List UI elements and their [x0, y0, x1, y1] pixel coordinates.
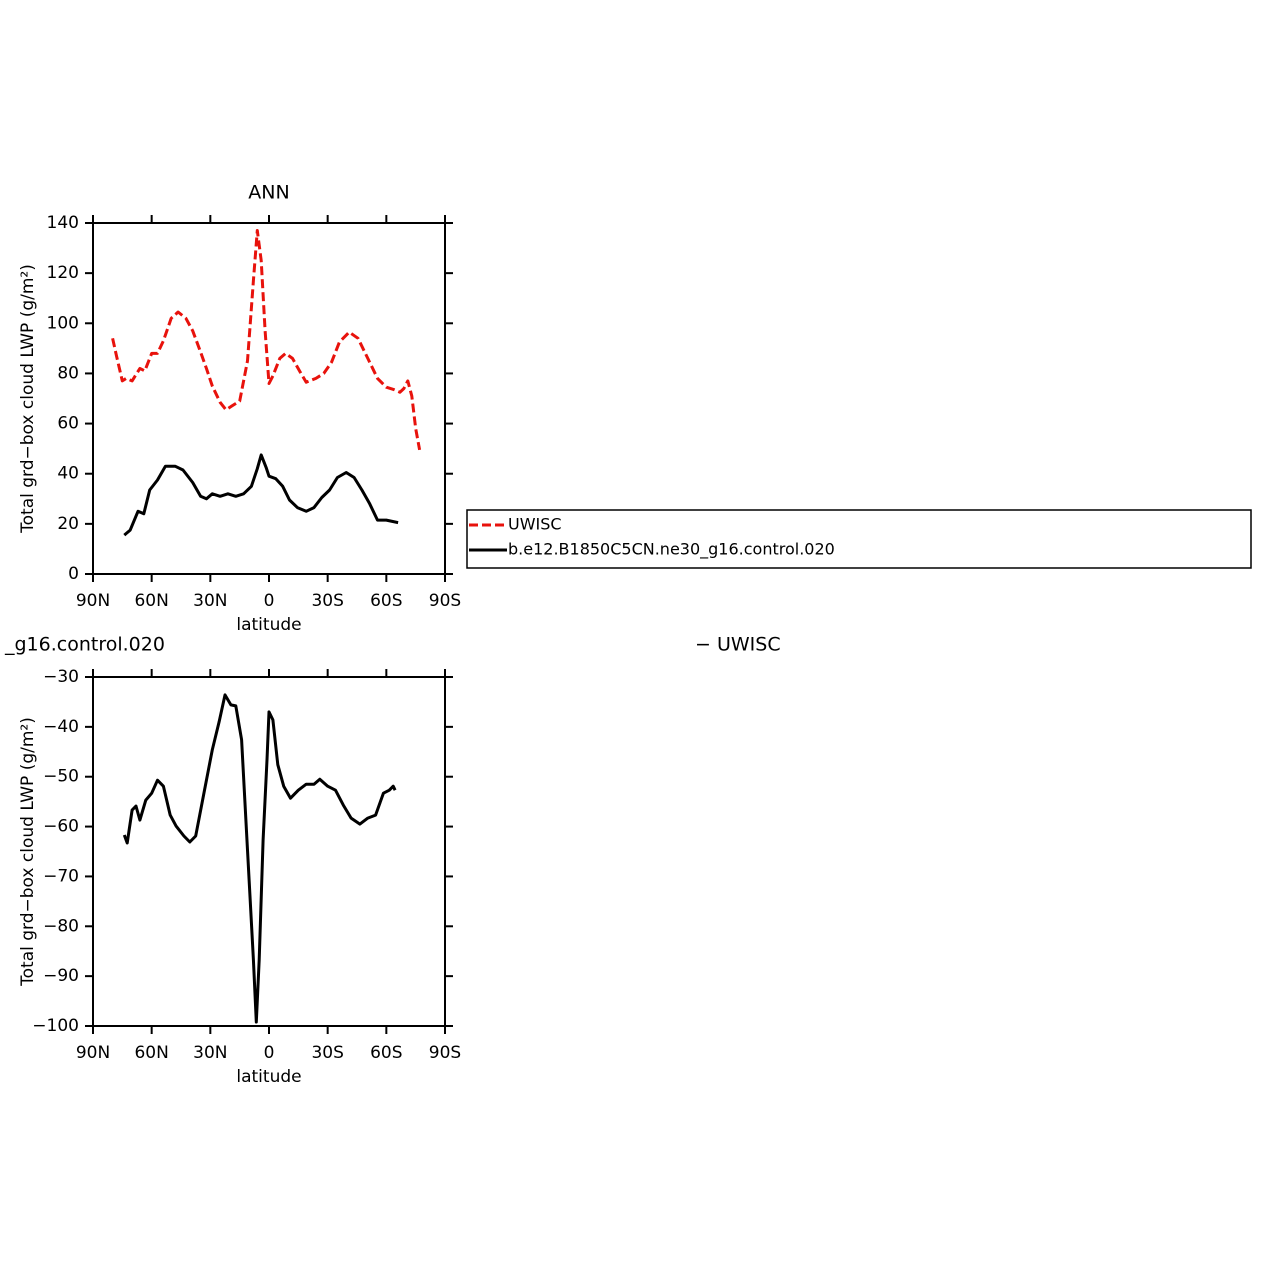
legend-label: b.e12.B1850C5CN.ne30_g16.control.020: [508, 540, 835, 560]
y-tick-label: 0: [68, 564, 79, 584]
y-tick-label: 20: [57, 514, 79, 534]
x-tick-label: 30S: [311, 1043, 343, 1063]
x-axis-label: latitude: [236, 1067, 301, 1087]
y-axis-label: Total grd−box cloud LWP (g/m²): [18, 264, 38, 534]
x-tick-label: 60S: [370, 591, 402, 611]
x-tick-label: 60N: [134, 591, 168, 611]
y-tick-label: 120: [47, 263, 79, 283]
y-tick-label: −30: [43, 667, 79, 687]
x-axis-label: latitude: [236, 615, 301, 635]
y-tick-label: 140: [47, 213, 79, 233]
x-tick-label: 90N: [76, 591, 110, 611]
x-tick-label: 90S: [429, 591, 461, 611]
chart-title-right: − UWISC: [695, 634, 781, 656]
y-tick-label: −90: [43, 966, 79, 986]
x-tick-label: 30N: [193, 591, 227, 611]
y-tick-label: 100: [47, 313, 79, 333]
x-tick-label: 0: [264, 1043, 275, 1063]
y-tick-label: −50: [43, 767, 79, 787]
x-tick-label: 60S: [370, 1043, 402, 1063]
y-tick-label: −80: [43, 916, 79, 936]
x-tick-label: 90N: [76, 1043, 110, 1063]
y-tick-label: 60: [57, 414, 79, 434]
y-tick-label: −100: [32, 1016, 79, 1036]
chart-title: ANN: [248, 182, 289, 204]
x-tick-label: 60N: [134, 1043, 168, 1063]
legend-box: [466, 509, 1252, 569]
data-line: [123, 453, 399, 537]
y-tick-label: −60: [43, 817, 79, 837]
x-tick-label: 90S: [429, 1043, 461, 1063]
legend-label: UWISC: [508, 515, 562, 534]
y-tick-label: 80: [57, 363, 79, 383]
data-line: [122, 693, 397, 1024]
chart-title-left: _g16.control.020: [4, 634, 165, 656]
y-tick-label: −40: [43, 717, 79, 737]
y-tick-label: 40: [57, 464, 79, 484]
y-axis-label: Total grd−box cloud LWP (g/m²): [18, 717, 38, 987]
x-tick-label: 0: [264, 591, 275, 611]
data-line: [111, 229, 422, 451]
x-tick-label: 30N: [193, 1043, 227, 1063]
x-tick-label: 30S: [311, 591, 343, 611]
y-tick-label: −70: [43, 866, 79, 886]
